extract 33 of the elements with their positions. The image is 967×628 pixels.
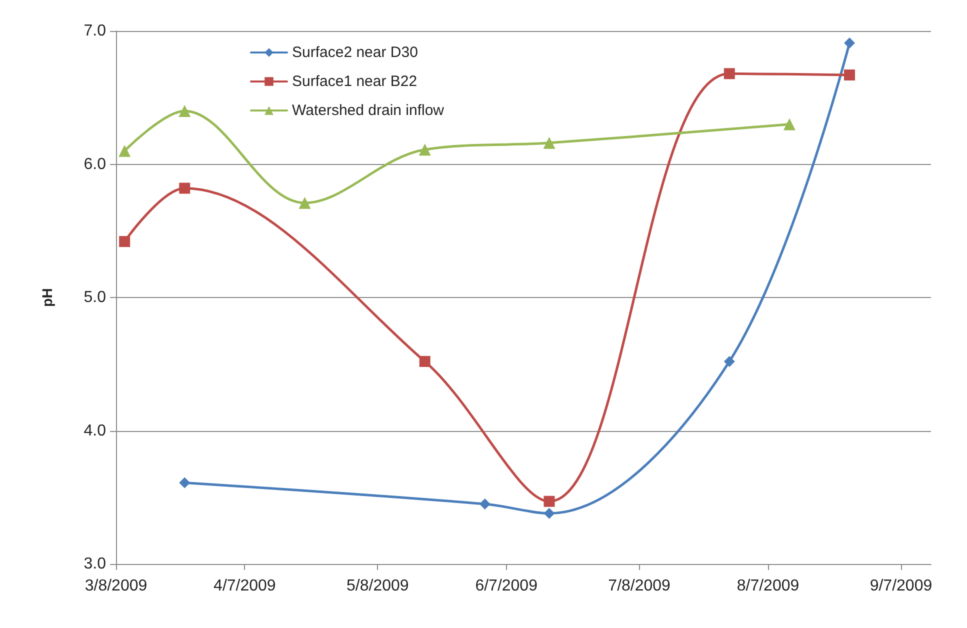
x-tick-label: 4/7/2009: [214, 578, 276, 594]
x-tick-label: 3/8/2009: [84, 578, 148, 594]
point: [178, 104, 191, 117]
point: [298, 196, 311, 209]
point: [724, 356, 735, 367]
x-tick-label: 6/7/2009: [475, 578, 538, 594]
point: [544, 508, 555, 519]
point: [724, 68, 735, 80]
point: [844, 69, 855, 80]
point: [783, 118, 796, 130]
point: [844, 37, 855, 48]
point: [544, 496, 555, 507]
y-tick-label: 3.0: [84, 556, 106, 572]
point: [179, 477, 190, 488]
y-tick-label: 5.0: [84, 289, 106, 306]
x-tick-label: 9/7/2009: [870, 578, 932, 594]
y-tick-label: 6.0: [84, 156, 106, 173]
point: [118, 144, 131, 157]
legend-label: Watershed drain inflow: [292, 102, 444, 119]
point: [479, 498, 490, 510]
legend-label: Surface2 near D30: [292, 44, 418, 61]
point: [119, 236, 130, 248]
point: [543, 136, 556, 149]
legend-label: Surface1 near B22: [292, 73, 418, 90]
x-tick-label: 8/7/2009: [736, 578, 800, 594]
point: [418, 144, 431, 156]
y-tick-label: 7.0: [84, 22, 106, 40]
y-axis-title: pH: [39, 288, 55, 307]
point: [419, 356, 430, 367]
x-tick-label: 7/8/2009: [608, 578, 671, 594]
point: [179, 182, 190, 194]
y-tick-label: 4.0: [84, 422, 106, 440]
x-tick-label: 5/8/2009: [346, 578, 409, 594]
